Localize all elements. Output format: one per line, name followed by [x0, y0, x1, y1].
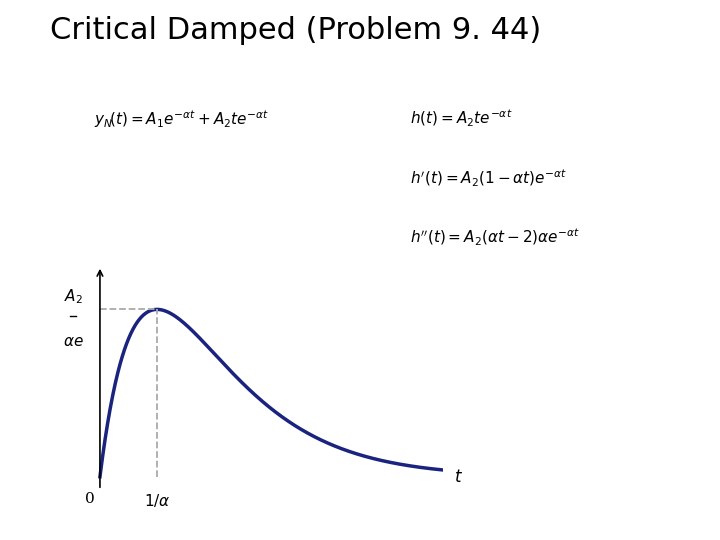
Text: $h(t)= A_2te^{-\alpha t}$: $h(t)= A_2te^{-\alpha t}$: [410, 108, 513, 130]
Text: $t$: $t$: [454, 468, 463, 485]
Text: Critical Damped (Problem 9. 44): Critical Damped (Problem 9. 44): [50, 16, 541, 45]
Text: $\alpha e$: $\alpha e$: [63, 334, 84, 349]
Text: $h''(t)= A_2(\alpha t-2)\alpha e^{-\alpha t}$: $h''(t)= A_2(\alpha t-2)\alpha e^{-\alph…: [410, 227, 581, 248]
Text: $A_2$: $A_2$: [63, 287, 83, 306]
Text: $y_N\!(t)= A_1e^{-\alpha t} + A_2te^{-\alpha t}$: $y_N\!(t)= A_1e^{-\alpha t} + A_2te^{-\a…: [94, 108, 269, 130]
Text: $1/\alpha$: $1/\alpha$: [144, 492, 171, 509]
Text: 0: 0: [85, 492, 94, 506]
Text: $h'(t)= A_2(1-\alpha t)e^{-\alpha t}$: $h'(t)= A_2(1-\alpha t)e^{-\alpha t}$: [410, 167, 568, 189]
